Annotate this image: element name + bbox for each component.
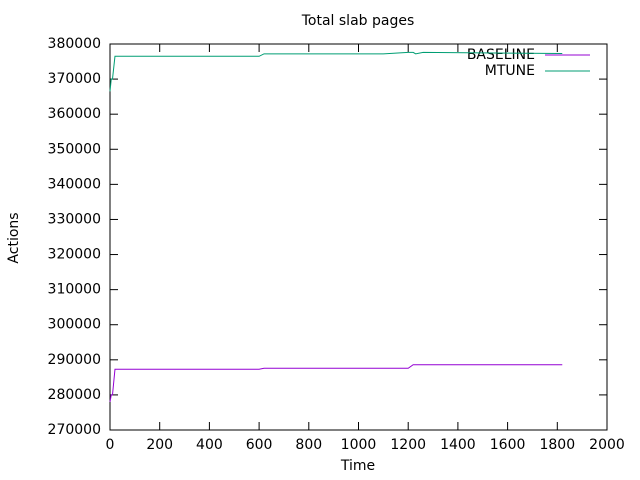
y-tick-label: 340000 xyxy=(48,176,101,192)
x-tick-label: 800 xyxy=(295,437,322,453)
x-tick-label: 0 xyxy=(106,437,115,453)
y-tick-label: 310000 xyxy=(48,282,101,298)
x-tick-label: 2000 xyxy=(589,437,625,453)
legend-label: BASELINE xyxy=(467,47,535,63)
x-tick-label: 200 xyxy=(146,437,173,453)
x-tick-label: 1200 xyxy=(390,437,426,453)
x-tick-label: 600 xyxy=(246,437,273,453)
x-tick-label: 1000 xyxy=(341,437,377,453)
series-line xyxy=(109,51,563,92)
y-tick-label: 330000 xyxy=(48,211,101,227)
y-tick-label: 350000 xyxy=(48,141,101,157)
y-tick-label: 300000 xyxy=(48,317,101,333)
y-tick-label: 380000 xyxy=(48,36,101,52)
y-axis-label: Actions xyxy=(6,212,22,263)
y-tick-label: 320000 xyxy=(48,247,101,263)
chart-title: Total slab pages xyxy=(301,13,415,29)
y-tick-label: 270000 xyxy=(48,422,101,438)
x-tick-label: 1400 xyxy=(440,437,476,453)
series-line xyxy=(109,364,563,403)
x-tick-label: 1800 xyxy=(539,437,575,453)
y-tick-label: 290000 xyxy=(48,352,101,368)
x-axis-label: Time xyxy=(340,458,375,474)
y-tick-label: 360000 xyxy=(48,106,101,122)
legend-label: MTUNE xyxy=(485,63,535,79)
y-tick-label: 280000 xyxy=(48,387,101,403)
y-tick-label: 370000 xyxy=(48,71,101,87)
x-tick-label: 1600 xyxy=(490,437,526,453)
x-tick-label: 400 xyxy=(196,437,223,453)
